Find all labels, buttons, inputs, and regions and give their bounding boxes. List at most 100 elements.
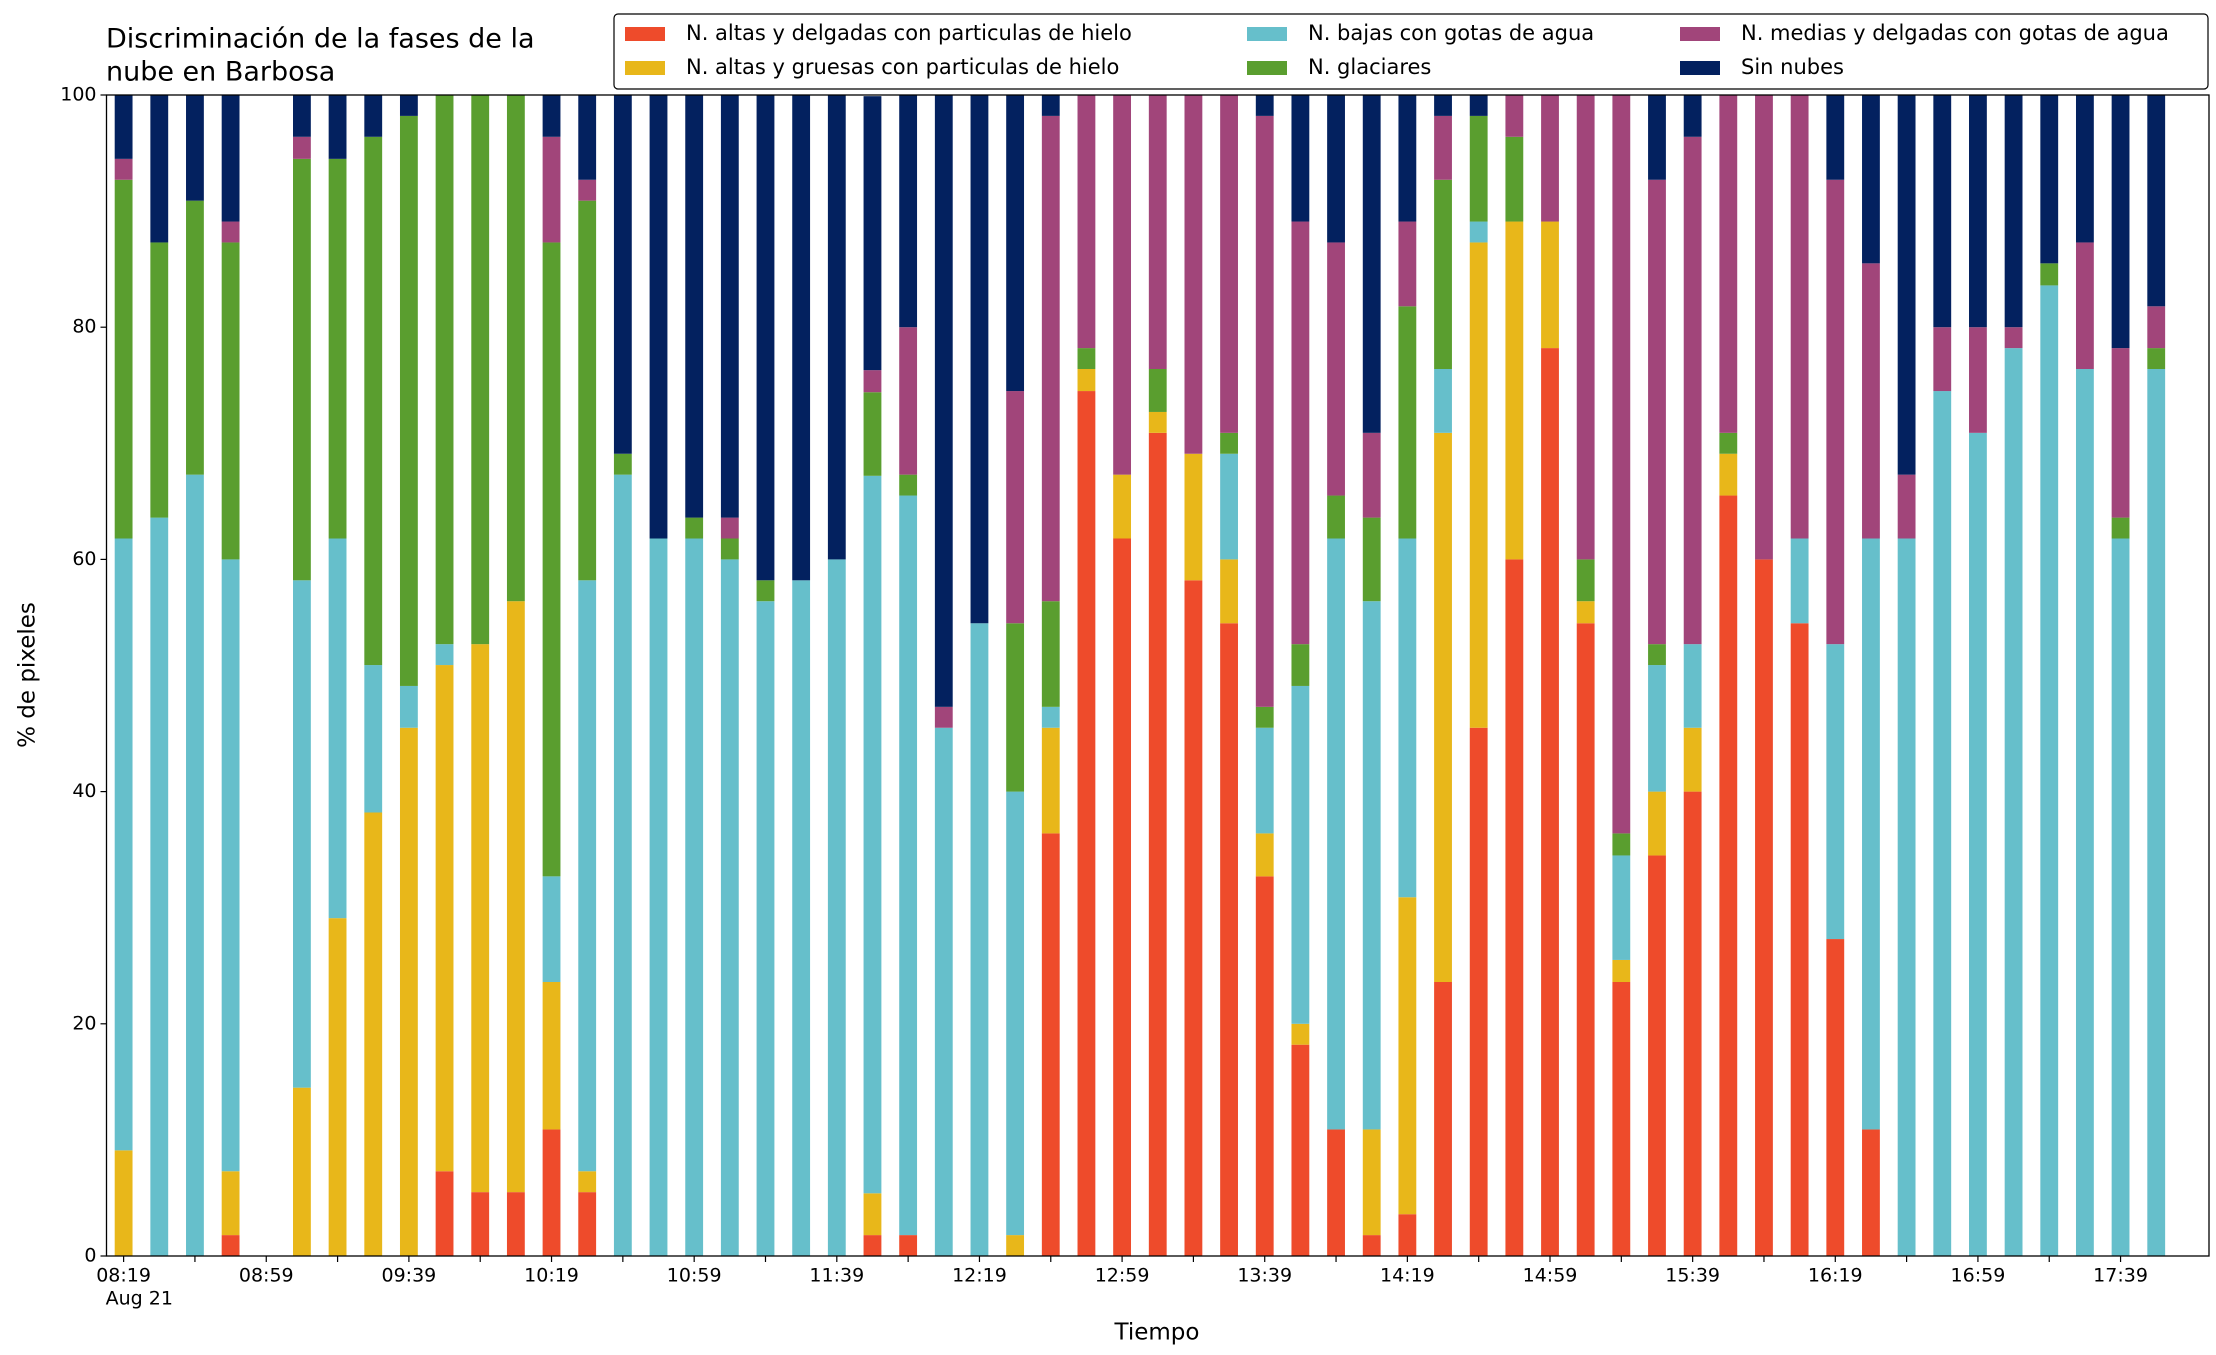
bar-segment <box>221 559 240 1172</box>
bar-segment <box>114 95 133 159</box>
bar-segment <box>1969 327 1987 433</box>
bar-segment <box>1041 115 1060 602</box>
bar-segment <box>1469 242 1488 728</box>
bar-segment <box>1719 453 1738 496</box>
bar-segment <box>1648 95 1666 180</box>
bar-segment <box>328 918 347 1256</box>
legend-label: N. glaciares <box>1308 55 1431 79</box>
y-tick-label: 0 <box>84 1245 96 1267</box>
y-tick-label: 60 <box>72 548 96 570</box>
bar-segment <box>1612 855 1631 960</box>
bar-segment <box>1612 959 1631 983</box>
bar-segment <box>364 665 383 813</box>
bar-segment <box>1505 136 1524 222</box>
bar-segment <box>1862 538 1880 1130</box>
bar-segment <box>1255 706 1274 728</box>
bar-segment <box>899 495 918 1236</box>
legend-swatch <box>625 27 665 41</box>
bar-segment <box>685 517 704 539</box>
bar-segment <box>1006 1235 1025 1256</box>
x-tick-label: 15:39 <box>1665 1265 1720 1287</box>
bar-segment <box>1113 95 1132 475</box>
bar-segment <box>2004 327 2023 349</box>
bar-segment <box>1291 221 1310 645</box>
x-tick-label: 16:19 <box>1808 1265 1863 1287</box>
bar-segment <box>399 727 418 1256</box>
bar-segment <box>863 475 882 1194</box>
bar-segment <box>1755 559 1773 1256</box>
bar-segment <box>1362 95 1381 433</box>
bar-segment <box>578 179 597 201</box>
bar-segment <box>293 1087 311 1256</box>
bar-segment <box>328 158 347 539</box>
bar-segment <box>399 685 418 728</box>
bar-segment <box>293 95 311 137</box>
bar-segment <box>2004 348 2023 1256</box>
bar-segment <box>1541 95 1559 222</box>
bar-segment <box>1041 706 1060 728</box>
bar-segment <box>756 601 775 1256</box>
bar-segment <box>649 95 668 539</box>
bar-segment <box>1255 876 1274 1256</box>
bar-segment <box>328 95 347 159</box>
bar-segment <box>1862 1129 1880 1256</box>
bar-segment <box>1398 538 1417 898</box>
bar-segment <box>435 665 454 1172</box>
bar-segment <box>792 580 811 1256</box>
bar-segment <box>1148 411 1167 433</box>
legend-label: N. bajas con gotas de agua <box>1308 21 1594 45</box>
bar-segment <box>186 95 204 201</box>
bar-segment <box>2111 517 2130 539</box>
bar-segment <box>1576 601 1595 624</box>
bar-segment <box>1398 1214 1417 1256</box>
bar-segment <box>2075 95 2094 243</box>
bar-segment <box>1719 95 1738 433</box>
bar-segment <box>542 876 561 983</box>
bar-segment <box>1184 95 1203 454</box>
bar-segment <box>1434 115 1452 180</box>
bar-segment <box>1576 623 1595 1256</box>
bar-segment <box>1648 665 1666 792</box>
bar-segment <box>1612 982 1631 1256</box>
x-tick-label: 12:19 <box>952 1265 1007 1287</box>
bar-segment <box>328 538 347 919</box>
bar-segment <box>150 242 169 518</box>
bar-segment <box>1897 474 1916 539</box>
bar-segment <box>364 812 383 1256</box>
bar-segment <box>399 115 418 686</box>
bar-segment <box>1469 95 1488 116</box>
bar-segment <box>1398 897 1417 1215</box>
bar-segment <box>1612 95 1631 834</box>
bar-segment <box>2040 285 2059 1256</box>
bar-segment <box>1398 306 1417 539</box>
bar-segment <box>578 1171 597 1193</box>
bar-segment <box>471 644 490 1193</box>
bar-segment <box>863 1235 882 1256</box>
bar-segment <box>2004 95 2023 328</box>
bar-segment <box>1077 368 1096 392</box>
bar-segment <box>578 95 597 180</box>
legend-box <box>613 13 2209 90</box>
x-tick-label: 08:59 <box>239 1265 294 1287</box>
bar-segment <box>1434 179 1452 369</box>
bar-segment <box>899 1235 918 1256</box>
x-tick-label: 10:19 <box>524 1265 579 1287</box>
bar-segment <box>1255 833 1274 877</box>
bar-segment <box>1897 538 1916 1256</box>
bar-segment <box>1113 474 1132 539</box>
bar-segment <box>613 95 632 454</box>
bar-segment <box>1362 1129 1381 1236</box>
bar-segment <box>934 727 953 1256</box>
bar-segment <box>2147 348 2166 369</box>
bar-segment <box>542 136 561 243</box>
bar-segment <box>1683 644 1702 728</box>
bar-segment <box>1933 95 1952 328</box>
bar-segment <box>2040 95 2059 264</box>
bar-segment <box>1719 495 1738 1256</box>
bar-segment <box>613 453 632 475</box>
bar-segment <box>1148 368 1167 412</box>
bar-segment <box>756 95 775 581</box>
y-tick-label: 100 <box>60 84 96 106</box>
bar-segment <box>186 200 204 475</box>
bar-segment <box>471 95 490 645</box>
